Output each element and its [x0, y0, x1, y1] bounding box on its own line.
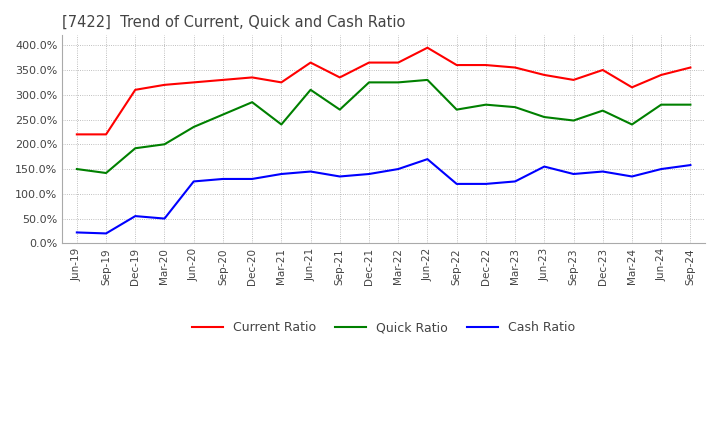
Current Ratio [365, 60, 374, 65]
Cash Ratio [131, 213, 140, 219]
Cash Ratio [160, 216, 168, 221]
Current Ratio [510, 65, 519, 70]
Current Ratio [131, 87, 140, 92]
Quick Ratio [570, 118, 578, 123]
Text: [7422]  Trend of Current, Quick and Cash Ratio: [7422] Trend of Current, Quick and Cash … [62, 15, 405, 30]
Current Ratio [306, 60, 315, 65]
Current Ratio [219, 77, 228, 83]
Quick Ratio [394, 80, 402, 85]
Line: Cash Ratio: Cash Ratio [77, 159, 690, 234]
Current Ratio [423, 45, 432, 50]
Quick Ratio [482, 102, 490, 107]
Quick Ratio [306, 87, 315, 92]
Current Ratio [570, 77, 578, 83]
Current Ratio [73, 132, 81, 137]
Quick Ratio [657, 102, 665, 107]
Current Ratio [686, 65, 695, 70]
Quick Ratio [365, 80, 374, 85]
Cash Ratio [365, 171, 374, 176]
Legend: Current Ratio, Quick Ratio, Cash Ratio: Current Ratio, Quick Ratio, Cash Ratio [187, 316, 580, 339]
Cash Ratio [277, 171, 286, 176]
Cash Ratio [73, 230, 81, 235]
Current Ratio [277, 80, 286, 85]
Cash Ratio [686, 162, 695, 168]
Cash Ratio [219, 176, 228, 182]
Quick Ratio [452, 107, 461, 112]
Quick Ratio [336, 107, 344, 112]
Quick Ratio [102, 170, 110, 176]
Cash Ratio [570, 171, 578, 176]
Quick Ratio [510, 105, 519, 110]
Current Ratio [160, 82, 168, 88]
Cash Ratio [394, 166, 402, 172]
Quick Ratio [423, 77, 432, 83]
Current Ratio [628, 84, 636, 90]
Cash Ratio [423, 157, 432, 162]
Current Ratio [657, 72, 665, 77]
Quick Ratio [628, 122, 636, 127]
Quick Ratio [189, 125, 198, 130]
Cash Ratio [598, 169, 607, 174]
Current Ratio [482, 62, 490, 68]
Cash Ratio [657, 166, 665, 172]
Cash Ratio [248, 176, 256, 182]
Cash Ratio [336, 174, 344, 179]
Cash Ratio [189, 179, 198, 184]
Quick Ratio [73, 166, 81, 172]
Cash Ratio [452, 181, 461, 187]
Current Ratio [452, 62, 461, 68]
Current Ratio [336, 75, 344, 80]
Current Ratio [102, 132, 110, 137]
Quick Ratio [598, 108, 607, 113]
Cash Ratio [540, 164, 549, 169]
Cash Ratio [306, 169, 315, 174]
Quick Ratio [540, 114, 549, 120]
Quick Ratio [160, 142, 168, 147]
Current Ratio [598, 67, 607, 73]
Quick Ratio [219, 112, 228, 117]
Line: Quick Ratio: Quick Ratio [77, 80, 690, 173]
Current Ratio [189, 80, 198, 85]
Quick Ratio [131, 146, 140, 151]
Cash Ratio [510, 179, 519, 184]
Cash Ratio [628, 174, 636, 179]
Quick Ratio [248, 99, 256, 105]
Cash Ratio [482, 181, 490, 187]
Current Ratio [248, 75, 256, 80]
Cash Ratio [102, 231, 110, 236]
Current Ratio [394, 60, 402, 65]
Current Ratio [540, 72, 549, 77]
Line: Current Ratio: Current Ratio [77, 48, 690, 134]
Quick Ratio [686, 102, 695, 107]
Quick Ratio [277, 122, 286, 127]
